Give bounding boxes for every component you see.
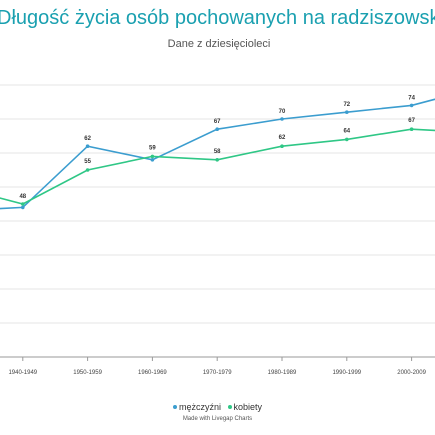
legend-swatch-women bbox=[227, 405, 232, 410]
data-point bbox=[150, 158, 155, 162]
data-point bbox=[21, 205, 25, 210]
data-label: 70 bbox=[279, 109, 286, 115]
data-point bbox=[85, 144, 90, 148]
x-tick-label: 1940-1949 bbox=[8, 370, 37, 376]
chart-subtitle: Dane z dziesięcioleci bbox=[167, 38, 271, 50]
data-point bbox=[21, 202, 25, 206]
data-label: 74 bbox=[408, 95, 415, 101]
x-tick-label: 1960-1969 bbox=[138, 370, 167, 376]
data-point bbox=[345, 137, 349, 142]
data-point bbox=[215, 158, 219, 162]
data-label: 48 bbox=[19, 194, 26, 200]
x-tick-label: 1980-1989 bbox=[268, 370, 297, 376]
data-point bbox=[215, 127, 219, 131]
data-label: 67 bbox=[408, 118, 415, 124]
legend-swatch-men bbox=[172, 405, 177, 410]
data-label: 62 bbox=[84, 136, 91, 142]
data-point bbox=[150, 154, 155, 159]
x-tick-label: 1990-1999 bbox=[332, 370, 361, 376]
data-point bbox=[85, 168, 90, 172]
x-tick-label: 1950-1959 bbox=[73, 370, 102, 376]
data-label: 72 bbox=[343, 102, 350, 108]
x-tick-label: 1970-1979 bbox=[203, 370, 232, 376]
legend-item-women[interactable]: kobiety bbox=[227, 402, 263, 412]
data-label: 55 bbox=[84, 159, 91, 165]
data-point bbox=[345, 110, 349, 114]
legend-label-men: mężczyźni bbox=[178, 402, 221, 412]
x-tick-label: 2000-2009 bbox=[397, 370, 426, 376]
legend-item-men[interactable]: mężczyźni bbox=[172, 402, 224, 412]
data-point bbox=[409, 103, 414, 108]
data-label: 62 bbox=[279, 135, 286, 141]
chart-title: Długość życia osób pochowanych na radzis… bbox=[0, 7, 435, 29]
legend: mężczyźni kobiety bbox=[0, 402, 435, 412]
data-point bbox=[409, 127, 414, 131]
data-point bbox=[280, 117, 284, 121]
data-label: 67 bbox=[214, 119, 221, 125]
data-label: 58 bbox=[214, 149, 221, 155]
credit-text: Made with Livegap Charts bbox=[182, 416, 253, 422]
data-label: 64 bbox=[343, 128, 350, 134]
legend-label-women: kobiety bbox=[233, 402, 263, 412]
data-label: 59 bbox=[149, 145, 156, 151]
data-point bbox=[280, 144, 284, 148]
